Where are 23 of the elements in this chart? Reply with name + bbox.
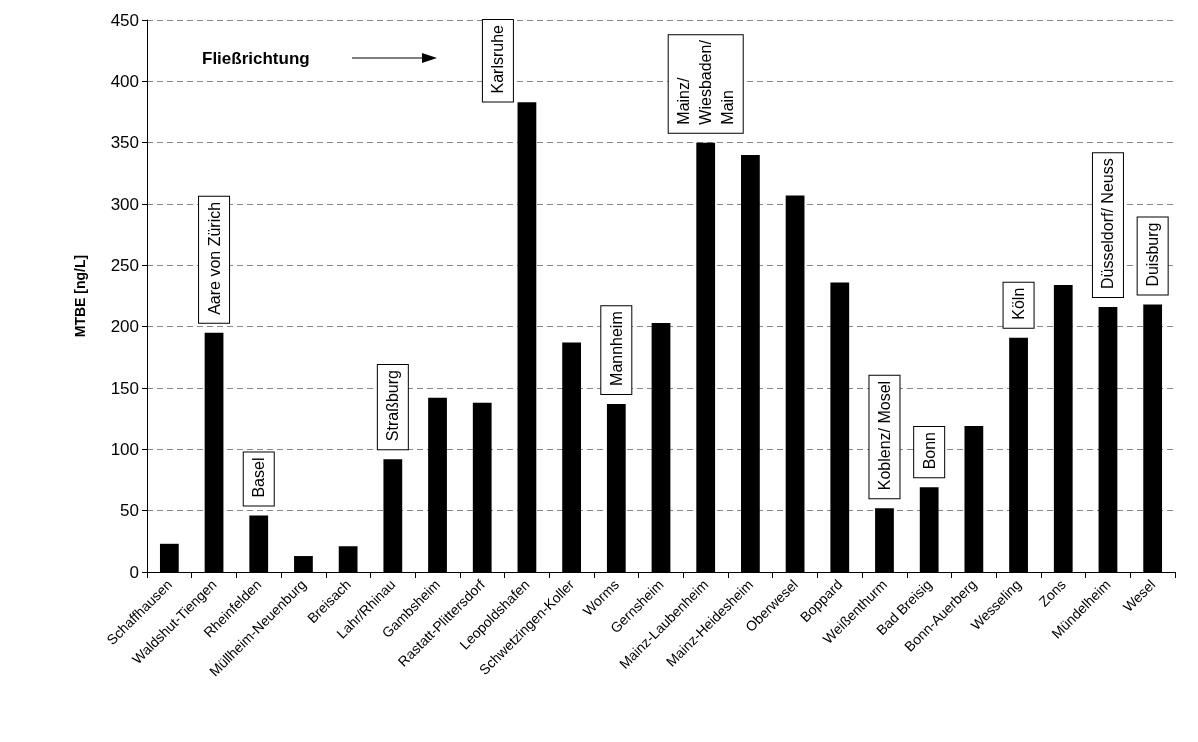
annotation: Straßburg	[384, 370, 402, 442]
y-tick-label: 400	[110, 71, 139, 91]
annotation: Aare von Zürich	[205, 201, 223, 315]
annotation: Duisburg	[1144, 222, 1162, 287]
y-tick-label: 450	[110, 10, 139, 30]
y-tick-label: 250	[110, 255, 139, 275]
annotation: Bonn	[920, 431, 938, 470]
annotation: Fließrichtung	[202, 48, 310, 68]
y-tick-label: 300	[110, 194, 139, 214]
annotation: Koblenz/ Mosel	[875, 380, 893, 491]
y-axis-title: MTBE [ng/L]	[72, 254, 88, 338]
annotation: Karlsruhe	[489, 24, 507, 94]
y-tick-label: 350	[110, 133, 139, 153]
y-tick-label: 150	[110, 378, 139, 398]
annotation: Mannheim	[607, 311, 625, 386]
y-tick-label: 100	[110, 439, 139, 459]
annotation: Basel	[250, 457, 268, 498]
y-tick-label: 200	[110, 317, 139, 337]
y-tick-label: 50	[120, 501, 139, 521]
annotation: Düsseldorf/ Neuss	[1099, 158, 1117, 290]
y-tick-label: 0	[129, 562, 139, 582]
annotation: Köln	[1010, 287, 1028, 320]
annotation: Mainz/ Wiesbaden/ Main	[675, 39, 737, 125]
